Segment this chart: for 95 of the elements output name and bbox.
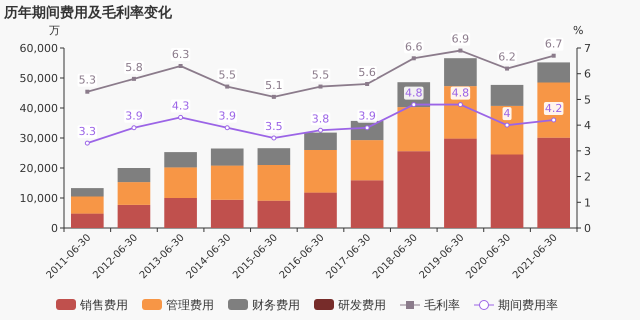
bar	[350, 140, 384, 180]
data-label: 6.3	[172, 48, 190, 61]
point	[411, 102, 416, 108]
legend-label: 管理费用	[166, 298, 214, 312]
bar	[444, 58, 477, 86]
legend-label: 销售费用	[79, 298, 128, 312]
bar	[258, 165, 290, 201]
data-label: 5.8	[125, 60, 143, 74]
bar	[118, 182, 150, 205]
legend-label: 毛利率	[424, 298, 460, 312]
data-label: 6.6	[405, 40, 423, 54]
bar	[210, 200, 244, 228]
point	[85, 90, 90, 94]
bar	[537, 138, 570, 228]
data-label: 3.3	[78, 125, 96, 138]
data-label: 4	[504, 107, 511, 120]
bar	[490, 84, 524, 106]
point	[365, 82, 370, 86]
point	[131, 125, 136, 130]
point	[271, 136, 276, 140]
data-label: 3.9	[358, 110, 376, 123]
bar	[397, 151, 430, 228]
point	[178, 64, 183, 68]
y2-tick-label: 6	[584, 68, 591, 81]
data-label: 5.1	[265, 78, 283, 92]
bar	[70, 214, 104, 228]
point	[318, 84, 322, 89]
bar	[164, 167, 197, 198]
data-label: 5.5	[218, 68, 236, 82]
bar	[70, 188, 104, 196]
bar	[70, 196, 104, 214]
y2-axis-title: %	[573, 24, 584, 37]
y2-tick-label: 1	[584, 196, 591, 210]
data-label: 5.3	[78, 74, 96, 87]
bar	[164, 152, 197, 168]
data-label: 4.3	[172, 99, 190, 112]
data-label: 3.9	[218, 110, 236, 123]
data-label: 4.2	[544, 102, 562, 115]
point	[225, 84, 230, 89]
y2-tick-label: 5	[584, 93, 591, 106]
point	[84, 140, 90, 146]
bar	[304, 192, 337, 228]
point	[458, 48, 462, 53]
y2-tick-label: 4	[584, 119, 591, 132]
bar	[350, 180, 384, 228]
data-label: 3.9	[125, 110, 143, 123]
bar	[397, 107, 430, 152]
bar	[210, 166, 244, 200]
bar	[490, 154, 524, 228]
point	[178, 114, 184, 120]
y-tick-label: 40,000	[20, 102, 58, 115]
bar	[164, 198, 197, 228]
y2-tick-label: 7	[584, 42, 591, 55]
y-tick-label: 30,000	[20, 132, 58, 145]
bar	[210, 148, 244, 166]
data-label: 6.2	[498, 50, 516, 64]
data-label: 3.5	[265, 120, 283, 133]
data-label: 4.8	[452, 86, 470, 100]
bar	[304, 150, 337, 193]
y-axis-title: 万	[49, 24, 60, 37]
data-label: 5.5	[312, 68, 330, 82]
y2-tick-label: 2	[584, 170, 591, 184]
data-label: 5.6	[358, 66, 376, 79]
y-tick-label: 10,000	[20, 192, 58, 205]
chart-title: 历年期间费用及毛利率变化	[3, 4, 173, 21]
point	[364, 125, 370, 130]
point	[272, 94, 276, 99]
data-label: 6.9	[452, 32, 470, 46]
point	[504, 122, 510, 128]
bar	[118, 204, 150, 228]
data-label: 4.8	[405, 86, 423, 100]
bar	[304, 132, 337, 150]
y2-tick-label: 3	[584, 144, 591, 158]
y2-tick-label: 0	[584, 222, 591, 235]
point	[505, 66, 510, 71]
y-tick-label: 50,000	[20, 72, 58, 85]
point	[458, 102, 463, 108]
y-tick-label: 0	[51, 222, 58, 235]
legend-label: 研发费用	[338, 298, 386, 312]
y-tick-label: 60,000	[20, 42, 58, 55]
point	[552, 54, 556, 58]
point	[132, 76, 136, 81]
data-label: 3.8	[312, 112, 330, 126]
point	[224, 125, 230, 130]
legend-label: 期间费用率	[498, 298, 558, 312]
point	[412, 56, 416, 60]
bar	[118, 168, 150, 182]
bar	[258, 200, 290, 228]
bar	[258, 148, 290, 165]
data-label: 6.7	[544, 38, 562, 51]
y-tick-label: 20,000	[20, 162, 58, 175]
legend-label: 财务费用	[252, 298, 300, 312]
bar	[444, 138, 477, 228]
point	[318, 128, 323, 133]
point	[551, 118, 556, 122]
